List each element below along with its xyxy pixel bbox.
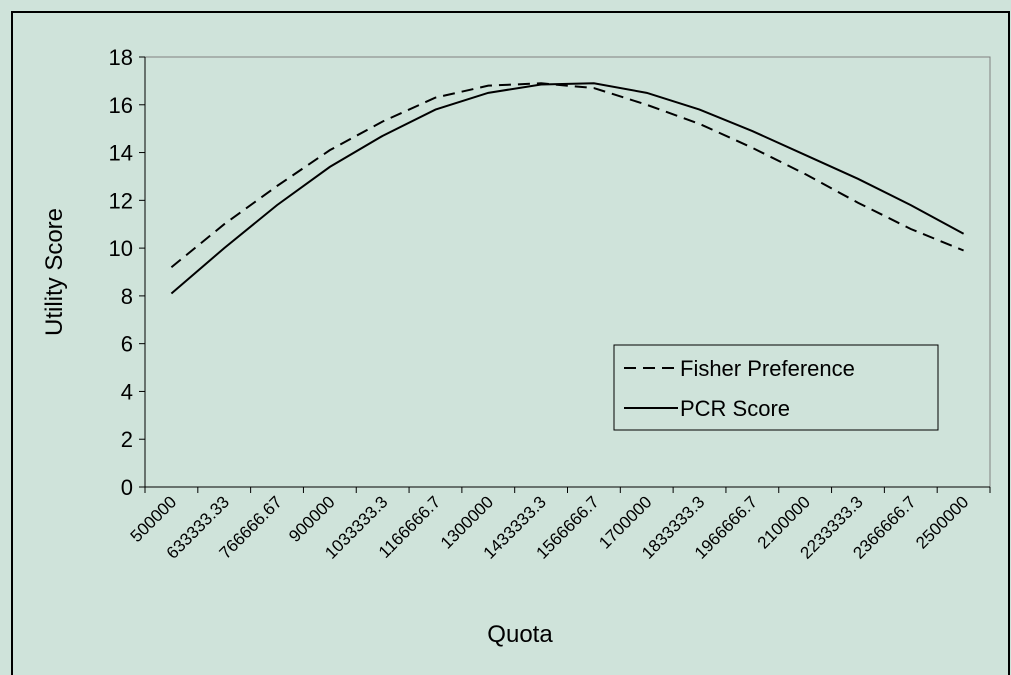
y-tick-label: 4 xyxy=(121,379,133,404)
series-line xyxy=(170,82,964,268)
y-tick-label: 6 xyxy=(121,332,133,357)
y-tick-label: 8 xyxy=(121,284,133,309)
legend-label: PCR Score xyxy=(680,396,790,421)
series-line xyxy=(170,82,965,295)
x-axis-label: Quota xyxy=(487,621,553,648)
y-axis-label: Utility Score xyxy=(41,208,68,336)
y-tick-label: 14 xyxy=(109,141,133,166)
legend xyxy=(613,344,939,431)
y-tick-label: 12 xyxy=(109,188,133,213)
y-tick-label: 16 xyxy=(109,93,133,118)
y-tick-label: 2 xyxy=(121,427,133,452)
y-tick-label: 10 xyxy=(109,236,133,261)
legend-label: Fisher Preference xyxy=(680,356,855,381)
y-tick-label: 0 xyxy=(121,475,133,500)
y-tick-label: 18 xyxy=(109,45,133,70)
chart-border xyxy=(11,11,1010,675)
